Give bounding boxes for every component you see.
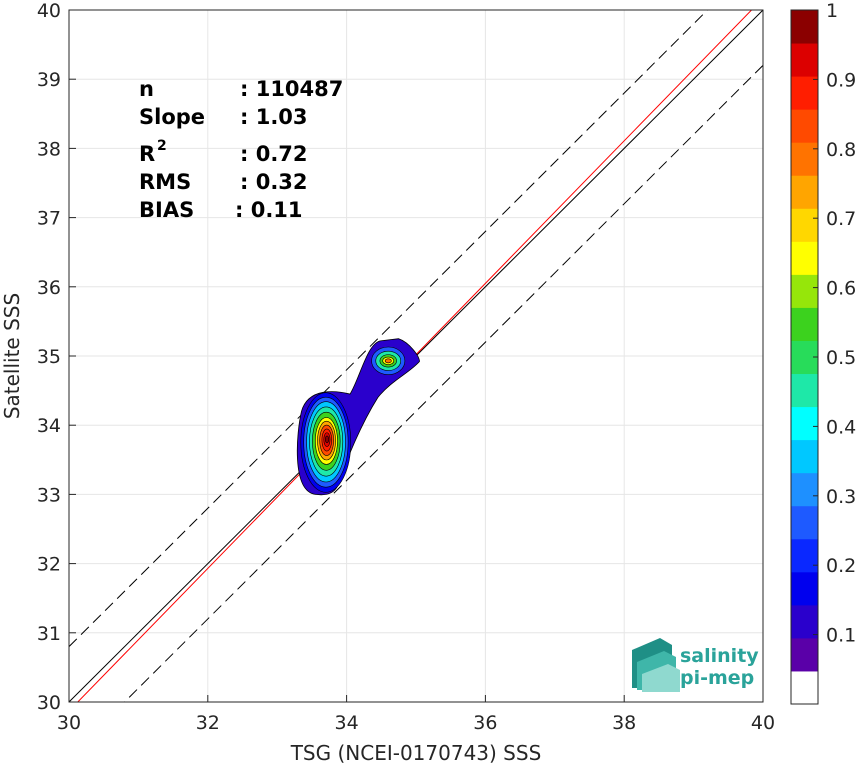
y-tick-label: 32 [37,554,61,576]
colorbar-segment [791,505,818,540]
x-tick-label: 36 [473,712,497,734]
stat-rms-label: RMS [139,170,191,194]
colorbar-segment [791,604,818,639]
stat-bias-label: BIAS [139,198,194,222]
colorbar-segment [791,76,818,110]
stat-r2-sup: 2 [157,138,167,154]
colorbar-segment [791,307,818,341]
colorbar-segment [791,439,818,474]
colorbar-tick-label: 0.5 [826,347,856,369]
colorbar-segment [791,472,818,507]
colorbar-segment [791,241,818,275]
lower-bound-line [123,65,763,702]
colorbar-segment [791,670,818,705]
stat-r2-value: : 0.72 [240,142,308,166]
y-axis-label: Satellite SSS [0,293,24,419]
y-tick-label: 37 [37,208,61,230]
density-level [325,435,330,444]
colorbar-segment [791,109,818,143]
x-axis-ticks: 30 32 34 36 38 40 [57,695,775,734]
x-tick-label: 34 [335,712,359,734]
colorbar-segment [791,406,818,441]
colorbar-segment [791,43,818,77]
y-tick-label: 39 [37,69,61,91]
colorbar-tick-label: 0.7 [826,208,856,230]
x-tick-label: 40 [751,712,775,734]
colorbar-tick-label: 0.4 [826,416,856,438]
colorbar-segment [791,637,818,672]
statistics-box: n : 110487 Slope : 1.03 R 2 : 0.72 RMS :… [139,77,343,222]
colorbar-segment [791,373,818,408]
density-level [384,358,392,364]
colorbar-tick-label: 1 [826,0,838,22]
stat-r2-label: R [139,142,155,166]
colorbar-tick-label: 0.6 [826,278,856,300]
logo-wave-icon [632,638,680,692]
stat-slope-label: Slope [139,105,205,129]
y-tick-label: 36 [37,277,61,299]
stat-bias-value: : 0.11 [235,198,303,222]
stat-n-value: : 110487 [240,77,343,101]
density-contours [296,338,420,496]
y-tick-label: 35 [37,346,61,368]
upper-bound-line [69,10,709,647]
colorbar-segment [791,208,818,242]
y-tick-label: 38 [37,138,61,160]
stat-rms-value: : 0.32 [240,170,308,194]
logo-line2: pi-mep [680,667,754,689]
x-axis-label: TSG (NCEI-0170743) SSS [290,741,542,765]
colorbar-segment [791,274,818,308]
y-tick-label: 31 [37,623,61,645]
y-tick-label: 40 [37,0,61,22]
colorbar-segment [791,142,818,176]
colorbar: 0.1 0.2 0.3 0.4 0.5 0.6 0.7 0.8 0.9 1 [790,0,856,705]
y-tick-label: 30 [37,692,61,714]
x-tick-label: 30 [57,712,81,734]
grid-lines [69,10,763,702]
colorbar-tick-label: 0.9 [826,69,856,91]
y-tick-label: 33 [37,484,61,506]
colorbar-segment [791,571,818,606]
colorbar-tick-label: 0.3 [826,486,856,508]
salinity-pi-mep-logo: salinity pi-mep [632,638,759,692]
y-axis-ticks: 30 31 32 33 34 35 36 37 38 39 40 [37,0,76,714]
stat-slope-value: : 1.03 [240,105,308,129]
colorbar-tick-label: 0.1 [826,625,856,647]
colorbar-segment [791,175,818,209]
colorbar-segment [791,10,818,44]
stat-n-label: n [139,77,154,101]
logo-line1: salinity [680,645,759,667]
colorbar-segment [791,538,818,573]
x-tick-label: 38 [612,712,636,734]
y-tick-label: 34 [37,415,61,437]
x-tick-label: 32 [196,712,220,734]
colorbar-tick-label: 0.8 [826,139,856,161]
colorbar-tick-label: 0.2 [826,555,856,577]
